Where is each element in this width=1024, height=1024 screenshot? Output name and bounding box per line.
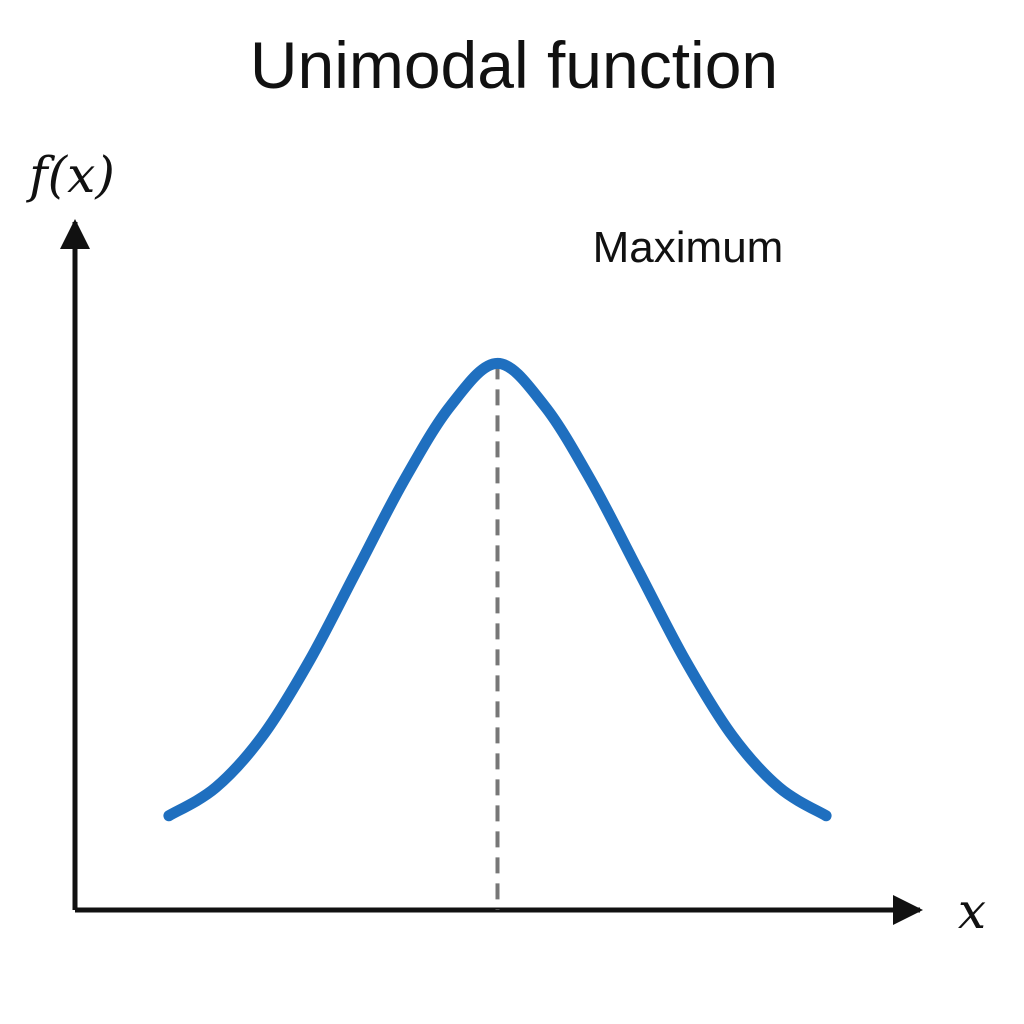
maximum-label: Maximum (593, 223, 784, 272)
y-axis-label: f(x) (25, 146, 115, 204)
series-line (163, 357, 832, 822)
chart-title: Unimodal function (250, 28, 778, 102)
x-axis-label: x (958, 882, 986, 940)
